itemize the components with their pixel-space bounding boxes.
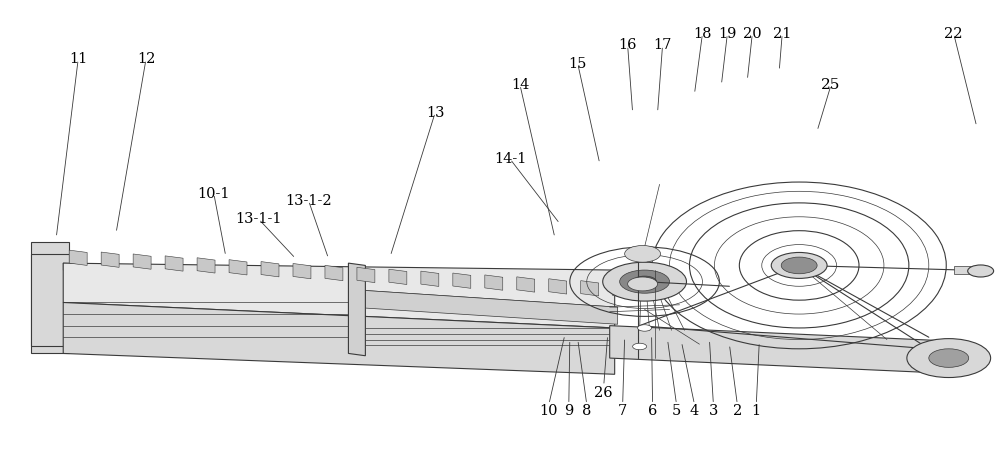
Text: 14: 14: [511, 78, 529, 92]
Polygon shape: [229, 260, 247, 275]
Polygon shape: [485, 275, 503, 290]
Polygon shape: [69, 250, 87, 266]
Polygon shape: [453, 273, 471, 288]
Text: 6: 6: [648, 404, 657, 418]
Text: 15: 15: [569, 57, 587, 71]
Circle shape: [633, 343, 647, 350]
Text: 2: 2: [733, 404, 742, 418]
Polygon shape: [63, 263, 615, 295]
Polygon shape: [325, 266, 343, 281]
Polygon shape: [31, 242, 69, 353]
Polygon shape: [293, 263, 311, 279]
Text: 9: 9: [564, 404, 573, 418]
Circle shape: [968, 265, 994, 277]
Circle shape: [603, 262, 686, 301]
Text: 10: 10: [540, 404, 558, 418]
Circle shape: [929, 349, 969, 367]
Circle shape: [907, 339, 991, 377]
Circle shape: [625, 246, 661, 262]
Polygon shape: [389, 269, 407, 285]
Text: 14-1: 14-1: [494, 152, 526, 166]
Polygon shape: [357, 267, 375, 282]
Polygon shape: [581, 281, 599, 296]
Polygon shape: [63, 302, 615, 374]
Polygon shape: [350, 289, 618, 324]
Bar: [31, 254, 69, 347]
Text: 17: 17: [653, 38, 672, 52]
Text: 13: 13: [426, 106, 444, 120]
Polygon shape: [165, 256, 183, 271]
Polygon shape: [101, 252, 119, 267]
Circle shape: [633, 276, 657, 287]
Polygon shape: [549, 279, 567, 294]
Text: 25: 25: [821, 78, 841, 92]
Text: 26: 26: [594, 386, 613, 400]
Bar: [954, 267, 976, 274]
Circle shape: [771, 253, 827, 278]
Text: 7: 7: [618, 404, 627, 418]
Circle shape: [628, 277, 658, 291]
Polygon shape: [133, 254, 151, 269]
Text: 4: 4: [690, 404, 699, 418]
Text: 20: 20: [743, 27, 762, 41]
Polygon shape: [517, 277, 535, 292]
Text: 13-1-2: 13-1-2: [285, 193, 332, 207]
Polygon shape: [197, 258, 215, 273]
Polygon shape: [63, 263, 615, 328]
Circle shape: [631, 248, 645, 255]
Text: 16: 16: [618, 38, 637, 52]
Circle shape: [631, 281, 645, 287]
Polygon shape: [421, 271, 439, 287]
Text: 5: 5: [672, 404, 681, 418]
Circle shape: [620, 270, 670, 293]
Polygon shape: [610, 326, 969, 374]
Polygon shape: [350, 289, 618, 313]
Text: 19: 19: [718, 27, 737, 41]
Text: 1: 1: [752, 404, 761, 418]
Text: 11: 11: [69, 52, 87, 66]
Text: 10-1: 10-1: [198, 186, 230, 201]
Text: 21: 21: [773, 27, 791, 41]
Text: 13-1-1: 13-1-1: [235, 212, 282, 226]
Text: 12: 12: [137, 52, 155, 66]
Text: 3: 3: [709, 404, 718, 418]
Circle shape: [781, 257, 817, 274]
Polygon shape: [261, 261, 279, 277]
Polygon shape: [613, 282, 631, 298]
Polygon shape: [348, 263, 365, 356]
Text: 18: 18: [693, 27, 712, 41]
Text: 22: 22: [944, 27, 963, 41]
Text: 8: 8: [582, 404, 591, 418]
Circle shape: [638, 325, 652, 331]
